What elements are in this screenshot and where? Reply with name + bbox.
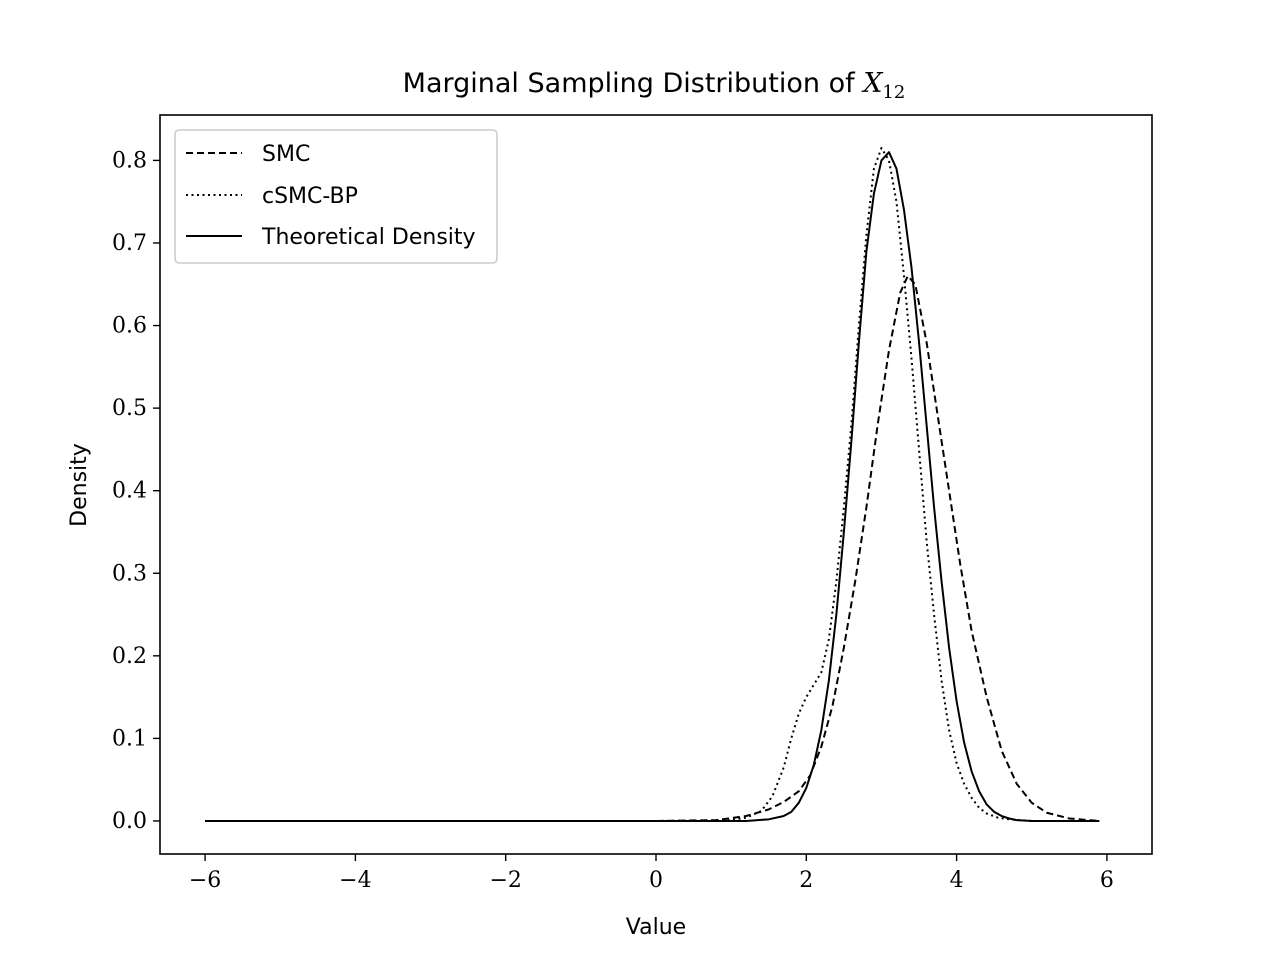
y-axis-ticks: 0.0 0.1 0.2 0.3 0.4 0.5 0.6 0.7 0.8 xyxy=(112,148,160,834)
series-line-csmc-bp xyxy=(205,147,1100,822)
x-tick-label: 0 xyxy=(649,868,663,893)
x-tick-label: 4 xyxy=(950,868,964,893)
x-tick-label: −6 xyxy=(189,868,221,893)
x-tick-label: 2 xyxy=(799,868,813,893)
x-tick-label: 6 xyxy=(1100,868,1114,893)
legend-label-theoretical: Theoretical Density xyxy=(261,225,476,250)
legend: SMC cSMC-BP Theoretical Density xyxy=(174,129,498,264)
y-tick-label: 0.1 xyxy=(112,726,147,751)
chart-title-text: Marginal Sampling Distribution of xyxy=(403,68,864,99)
x-tick-label: −4 xyxy=(339,868,371,893)
series-layer xyxy=(205,147,1100,822)
chart-title-math-sub: 12 xyxy=(882,82,905,103)
y-tick-label: 0.4 xyxy=(112,479,147,504)
y-tick-label: 0.6 xyxy=(112,314,147,339)
series-line-smc xyxy=(205,275,1100,822)
y-tick-label: 0.0 xyxy=(112,809,147,834)
chart-title: Marginal Sampling Distribution of X12 xyxy=(403,68,906,103)
x-axis-label: Value xyxy=(626,915,686,940)
y-tick-label: 0.3 xyxy=(112,561,147,586)
series-line-theoretical-density xyxy=(205,151,1100,822)
legend-label-csmc-bp: cSMC-BP xyxy=(262,184,358,209)
y-tick-label: 0.5 xyxy=(112,396,147,421)
y-tick-label: 0.7 xyxy=(112,231,147,256)
y-tick-label: 0.2 xyxy=(112,644,147,669)
x-tick-label: −2 xyxy=(489,868,521,893)
chart-title-math-var: X xyxy=(861,68,884,99)
legend-label-smc: SMC xyxy=(262,142,310,167)
legend-box xyxy=(174,129,498,264)
x-axis-ticks: −6 −4 −2 0 2 4 6 xyxy=(189,854,1114,893)
y-tick-label: 0.8 xyxy=(112,148,147,173)
y-axis-label: Density xyxy=(67,443,92,527)
plot-frame xyxy=(159,114,1153,855)
